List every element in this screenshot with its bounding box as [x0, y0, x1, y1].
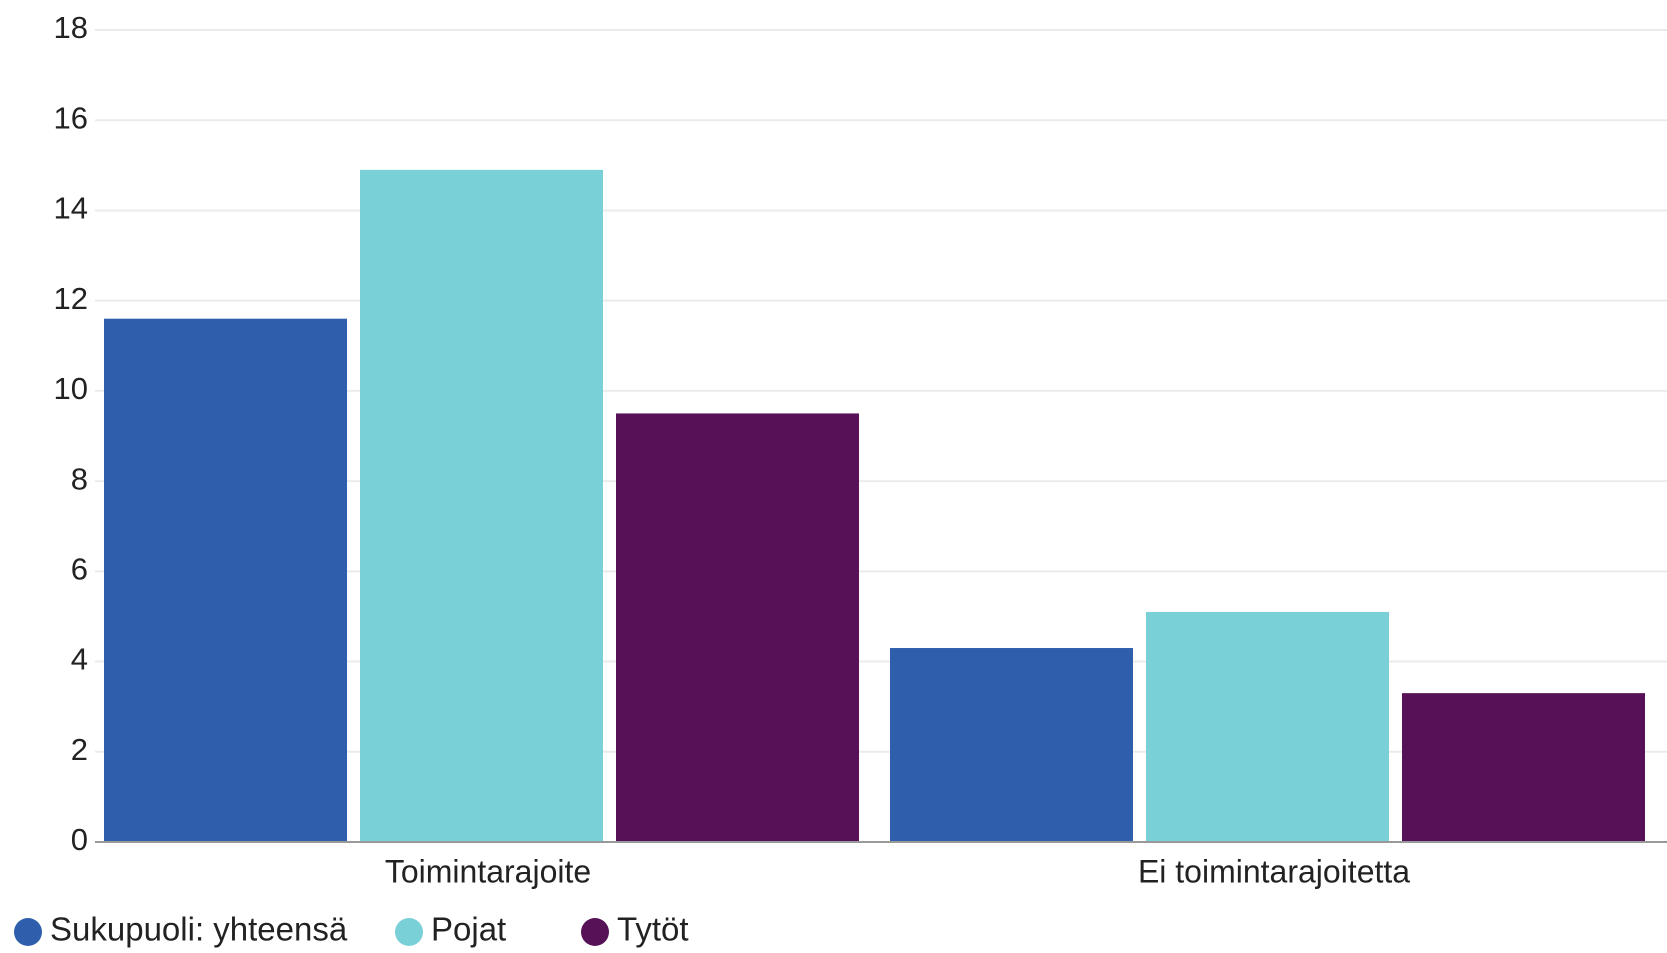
y-tick-label: 8: [71, 461, 88, 496]
y-tick-label: 16: [54, 100, 88, 135]
bar-2-1[interactable]: [360, 169, 603, 842]
legend-marker: [581, 918, 609, 946]
x-tick-label: Ei toimintarajoitetta: [1138, 853, 1410, 889]
y-tick-label: 12: [54, 281, 88, 316]
y-tick-label: 0: [71, 822, 88, 857]
x-tick-label: Toimintarajoite: [385, 853, 591, 889]
y-tick-label: 6: [71, 552, 88, 587]
gridlines: [95, 29, 1667, 753]
bar-3-2[interactable]: [1402, 693, 1645, 842]
bar-3-1[interactable]: [616, 413, 859, 842]
legend-item[interactable]: Sukupuoli: yhteensä: [14, 911, 348, 948]
legend-item[interactable]: Pojat: [395, 911, 506, 948]
y-tick-label: 10: [54, 371, 88, 406]
legend-marker: [395, 918, 423, 946]
legend-label: Tytöt: [617, 911, 689, 948]
y-tick-label: 4: [71, 642, 88, 677]
y-tick-label: 2: [71, 732, 88, 767]
legend-label: Pojat: [431, 911, 506, 948]
legend-marker: [14, 918, 42, 946]
legend-label: Sukupuoli: yhteensä: [50, 911, 348, 948]
bar-2-2[interactable]: [1146, 611, 1389, 842]
y-axis-ticks: 0 2 4 6 8 10 12 14 16 18: [54, 10, 88, 857]
y-tick-label: 14: [54, 191, 88, 226]
bars: [104, 169, 1645, 842]
legend-item[interactable]: Tytöt: [581, 911, 689, 948]
bar-1-2[interactable]: [890, 648, 1133, 842]
x-axis-ticks: Toimintarajoite Ei toimintarajoitetta: [385, 853, 1410, 889]
bar-1-1[interactable]: [104, 318, 347, 842]
legend[interactable]: Sukupuoli: yhteensä Pojat Tytöt: [14, 911, 689, 948]
y-tick-label: 18: [54, 10, 88, 45]
